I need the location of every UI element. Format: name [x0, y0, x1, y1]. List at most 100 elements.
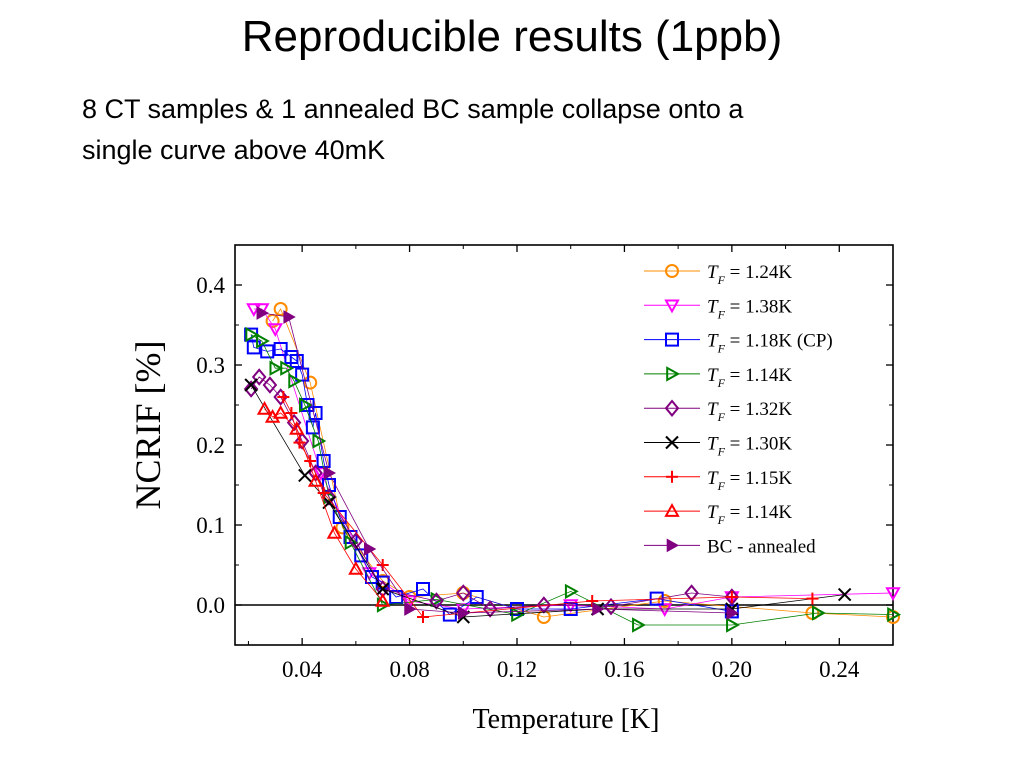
legend-label: TF = 1.24K [707, 262, 792, 287]
legend-label: BC - annealed [707, 536, 816, 557]
legend-label-sub: F [717, 273, 726, 287]
series-line [250, 334, 894, 626]
marker-diamond [724, 588, 740, 606]
legend-label-rest: = 1.30K [725, 434, 792, 455]
legend-entry: TF = 1.30K [644, 434, 792, 459]
legend-entry: TF = 1.38K [644, 296, 792, 321]
marker-triangle-right [288, 373, 303, 389]
marker-triangle-up [326, 524, 343, 539]
marker-circle [273, 302, 288, 316]
legend-label-rest: = 1.38K [725, 296, 792, 317]
legend-label: TF = 1.14K [707, 365, 792, 390]
series-line [253, 308, 894, 610]
legend-label-sub: F [717, 445, 726, 459]
y-tick-label: 0.0 [196, 593, 225, 618]
marker-circle [303, 375, 318, 390]
marker-triangle-right [245, 326, 260, 343]
marker-square [665, 332, 679, 347]
y-tick-label: 0.4 [196, 273, 225, 298]
subtitle-line-2: single curve above 40mK [82, 135, 386, 165]
legend-label-rest: = 1.18K (CP) [725, 331, 833, 352]
marker-x [665, 435, 679, 450]
marker-triangle-right [632, 617, 646, 633]
y-tick-label: 0.3 [196, 353, 225, 378]
marker-diamond [455, 584, 471, 602]
legend-label: TF = 1.18K (CP) [707, 331, 833, 356]
marker-triangle-right [666, 366, 681, 382]
x-tick-label: 0.08 [389, 657, 429, 682]
marker-triangle-right [564, 583, 579, 600]
series-line [261, 312, 732, 614]
marker-x [244, 378, 258, 392]
legend-label-rest: = 1.14K [725, 502, 792, 523]
marker-triangle-right-filled [404, 602, 417, 616]
marker-diamond [251, 368, 267, 386]
legend-entry: BC - annealed [644, 536, 816, 557]
legend-entry: TF = 1.32K [644, 399, 792, 424]
marker-diamond [664, 399, 680, 417]
marker-triangle-up [375, 592, 391, 607]
legend-label-sub: F [717, 307, 726, 321]
marker-diamond [603, 597, 619, 616]
legend-label-main: T [707, 502, 719, 523]
marker-triangle-right [887, 606, 902, 623]
x-tick-label: 0.20 [712, 657, 752, 682]
legend-label: TF = 1.38K [707, 296, 792, 321]
x-tick-label: 0.04 [282, 657, 323, 682]
marker-square [308, 406, 323, 420]
marker-triangle-right [256, 333, 270, 349]
legend-label-main: T [707, 296, 719, 317]
subtitle-line-1: 8 CT samples & 1 annealed BC sample coll… [82, 94, 744, 124]
marker-triangle-right-filled [323, 466, 337, 480]
marker-diamond [482, 600, 498, 618]
legend-label-rest: = 1.14K [725, 365, 792, 386]
legend-label-sub: F [717, 342, 726, 356]
legend-label: TF = 1.14K [707, 502, 792, 527]
marker-triangle-down [885, 587, 901, 602]
series-7 [256, 400, 391, 607]
marker-triangle-up [664, 503, 680, 517]
marker-x [837, 587, 852, 602]
x-axis-label: Temperature [K] [473, 704, 660, 735]
marker-square [332, 510, 347, 524]
marker-triangle-right [269, 360, 284, 376]
legend-label-main: BC - annealed [707, 536, 816, 557]
y-tick-label: 0.1 [196, 513, 225, 538]
series-line [264, 408, 384, 602]
legend-label-rest: = 1.15K [725, 468, 792, 489]
marker-triangle-down [267, 323, 283, 338]
legend-label-sub: F [717, 479, 726, 493]
marker-triangle-right-filled [666, 538, 680, 553]
marker-triangle-right [726, 617, 740, 633]
marker-square [305, 420, 320, 435]
marker-triangle-right [812, 605, 826, 621]
marker-x [298, 468, 312, 483]
legend-entry: TF = 1.14K [644, 365, 792, 390]
marker-triangle-right-filled [283, 310, 296, 324]
marker-triangle-right [312, 433, 327, 449]
x-tick-label: 0.24 [819, 657, 860, 682]
legend-label-main: T [707, 365, 719, 386]
legend-entry: TF = 1.14K [644, 502, 792, 527]
marker-square [289, 354, 304, 368]
marker-triangle-up [348, 560, 364, 575]
marker-triangle-right-filled [256, 306, 269, 320]
legend-label-main: T [707, 262, 719, 283]
legend-entry: TF = 1.18K (CP) [644, 331, 833, 356]
marker-triangle-right-filled [457, 606, 471, 620]
marker-triangle-right-filled [363, 542, 377, 556]
marker-square [260, 344, 275, 359]
legend-label-sub: F [717, 513, 726, 527]
legend-entry: TF = 1.15K [644, 468, 792, 493]
marker-circle [665, 264, 679, 278]
marker-square [246, 340, 261, 355]
marker-triangle-up [256, 400, 273, 415]
legend-label-sub: F [717, 376, 726, 390]
marker-square [273, 342, 288, 356]
marker-triangle-down [657, 603, 673, 618]
legend-label-main: T [707, 331, 719, 352]
marker-triangle-up [307, 472, 324, 487]
series-8 [256, 306, 739, 620]
legend-label-main: T [707, 468, 719, 489]
